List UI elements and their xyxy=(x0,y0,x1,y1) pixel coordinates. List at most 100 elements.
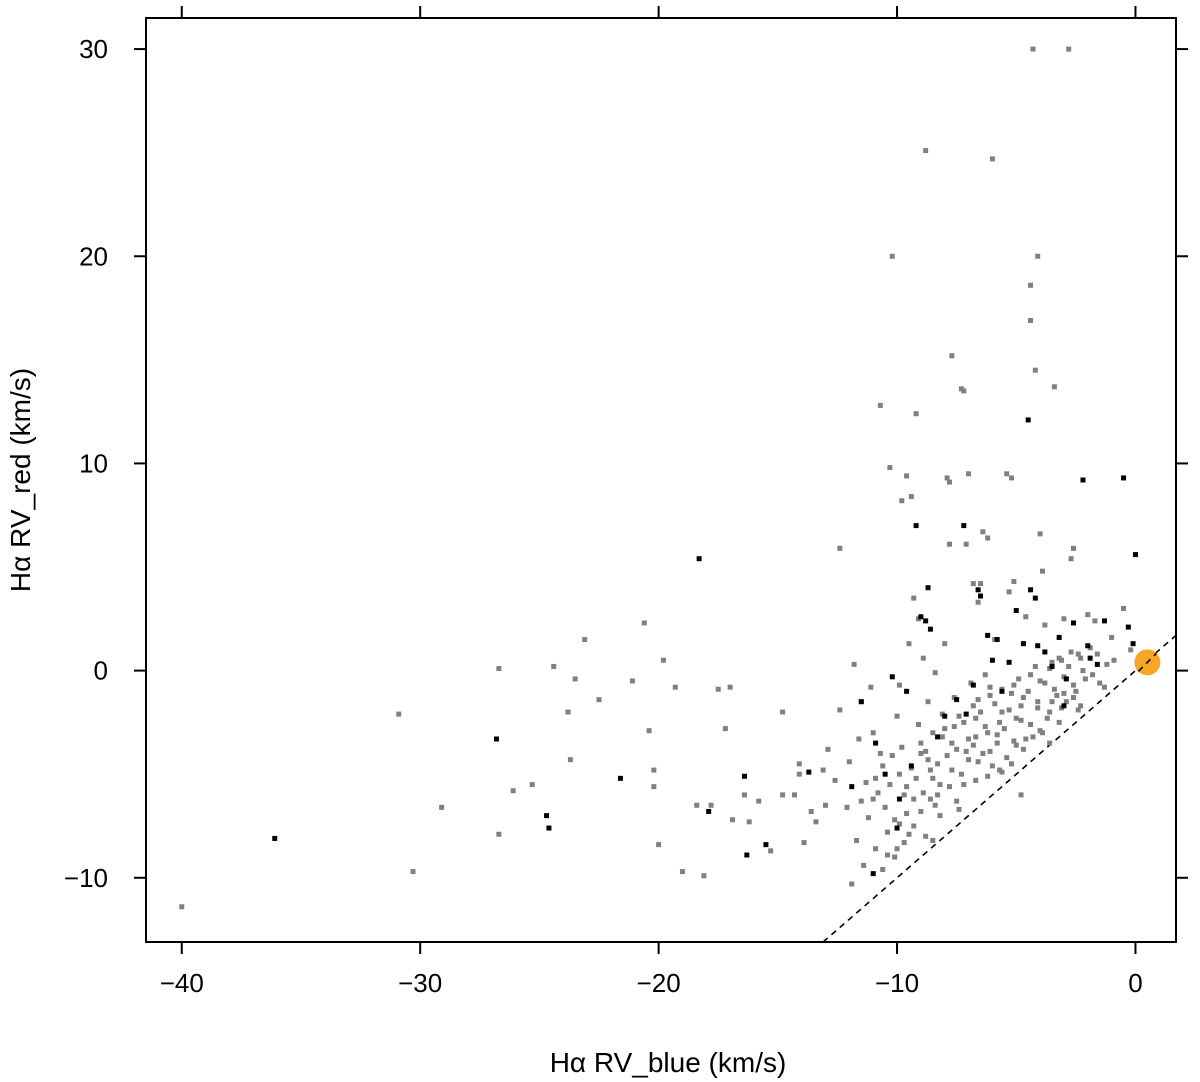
x-tick-label: −30 xyxy=(398,968,442,998)
gray-point xyxy=(980,750,986,756)
black-point xyxy=(954,697,960,703)
gray-point xyxy=(949,767,955,773)
gray-point xyxy=(973,777,979,783)
gray-point xyxy=(629,678,635,684)
gray-point xyxy=(694,802,700,808)
gray-point xyxy=(179,904,185,910)
gray-point xyxy=(989,763,995,769)
gray-point xyxy=(894,846,900,852)
gray-point xyxy=(946,479,952,485)
gray-point xyxy=(529,782,535,788)
black-point xyxy=(942,713,948,719)
gray-point xyxy=(1063,699,1069,705)
gray-point xyxy=(1011,738,1017,744)
black-point xyxy=(1020,641,1026,647)
y-tick-label: 0 xyxy=(94,656,108,686)
gray-point xyxy=(1006,707,1012,713)
black-point xyxy=(870,871,876,877)
gray-point xyxy=(1035,705,1041,711)
y-tick-label: 30 xyxy=(79,34,108,64)
black-point xyxy=(1042,649,1048,655)
gray-point xyxy=(572,676,578,682)
black-point xyxy=(1035,643,1041,649)
gray-point xyxy=(396,711,402,717)
gray-point xyxy=(1013,715,1019,721)
gray-point xyxy=(923,748,929,754)
gray-point xyxy=(918,750,924,756)
x-tick-label: −40 xyxy=(160,968,204,998)
gray-point xyxy=(846,759,852,765)
black-point xyxy=(763,842,769,848)
gray-point xyxy=(977,709,983,715)
gray-point xyxy=(937,782,943,788)
gray-point xyxy=(861,862,867,868)
gray-point xyxy=(410,869,416,875)
gray-point xyxy=(989,156,995,162)
gray-point xyxy=(1109,634,1115,640)
gray-point xyxy=(925,757,931,763)
gray-point xyxy=(901,840,907,846)
gray-point xyxy=(877,750,883,756)
gray-point xyxy=(1075,651,1081,657)
gray-point xyxy=(949,740,955,746)
gray-point xyxy=(911,796,917,802)
gray-point xyxy=(873,775,879,781)
gray-point xyxy=(887,465,893,471)
gray-point xyxy=(1018,717,1024,723)
black-point xyxy=(617,775,623,781)
black-point xyxy=(935,734,941,740)
gray-point xyxy=(1070,545,1076,551)
gray-point xyxy=(1051,686,1057,692)
gray-point xyxy=(1049,699,1055,705)
gray-point xyxy=(999,709,1005,715)
black-point xyxy=(994,637,1000,643)
gray-point xyxy=(510,788,516,794)
black-point xyxy=(1125,624,1131,630)
gray-point xyxy=(1094,651,1100,657)
gray-point xyxy=(746,819,752,825)
gray-point xyxy=(1082,676,1088,682)
gray-point xyxy=(1013,742,1019,748)
gray-point xyxy=(551,663,557,669)
black-point xyxy=(1101,618,1107,624)
black-point xyxy=(925,585,931,591)
gray-point xyxy=(973,734,979,740)
gray-point xyxy=(1028,317,1034,323)
gray-point xyxy=(1068,649,1074,655)
gray-point xyxy=(1037,678,1043,684)
gray-point xyxy=(1001,726,1007,732)
gray-point xyxy=(946,541,952,547)
gray-point xyxy=(780,709,786,715)
gray-point xyxy=(596,697,602,703)
black-point xyxy=(1132,552,1138,558)
gray-point xyxy=(651,767,657,773)
black-point xyxy=(873,740,879,746)
gray-point xyxy=(646,728,652,734)
gray-point xyxy=(792,792,798,798)
black-point xyxy=(896,796,902,802)
black-point xyxy=(272,835,278,841)
gray-point xyxy=(944,475,950,481)
gray-point xyxy=(892,817,898,823)
y-tick-label: 20 xyxy=(79,241,108,271)
black-point xyxy=(882,771,888,777)
gray-point xyxy=(1042,622,1048,628)
gray-point xyxy=(896,821,902,827)
gray-point xyxy=(1085,612,1091,618)
gray-point xyxy=(1025,688,1031,694)
gray-point xyxy=(1023,614,1029,620)
gray-point xyxy=(923,148,929,154)
gray-point xyxy=(641,620,647,626)
black-point xyxy=(696,556,702,562)
gray-point xyxy=(1111,657,1117,663)
gray-point xyxy=(904,811,910,817)
black-point xyxy=(999,688,1005,694)
gray-point xyxy=(916,721,921,727)
gray-point xyxy=(1035,699,1041,705)
gray-point xyxy=(1008,475,1014,481)
black-point xyxy=(706,808,712,814)
gray-point xyxy=(582,637,588,643)
gray-point xyxy=(899,498,905,504)
x-axis-label: Hα RV_blue (km/s) xyxy=(550,1047,787,1078)
black-point xyxy=(744,852,750,858)
